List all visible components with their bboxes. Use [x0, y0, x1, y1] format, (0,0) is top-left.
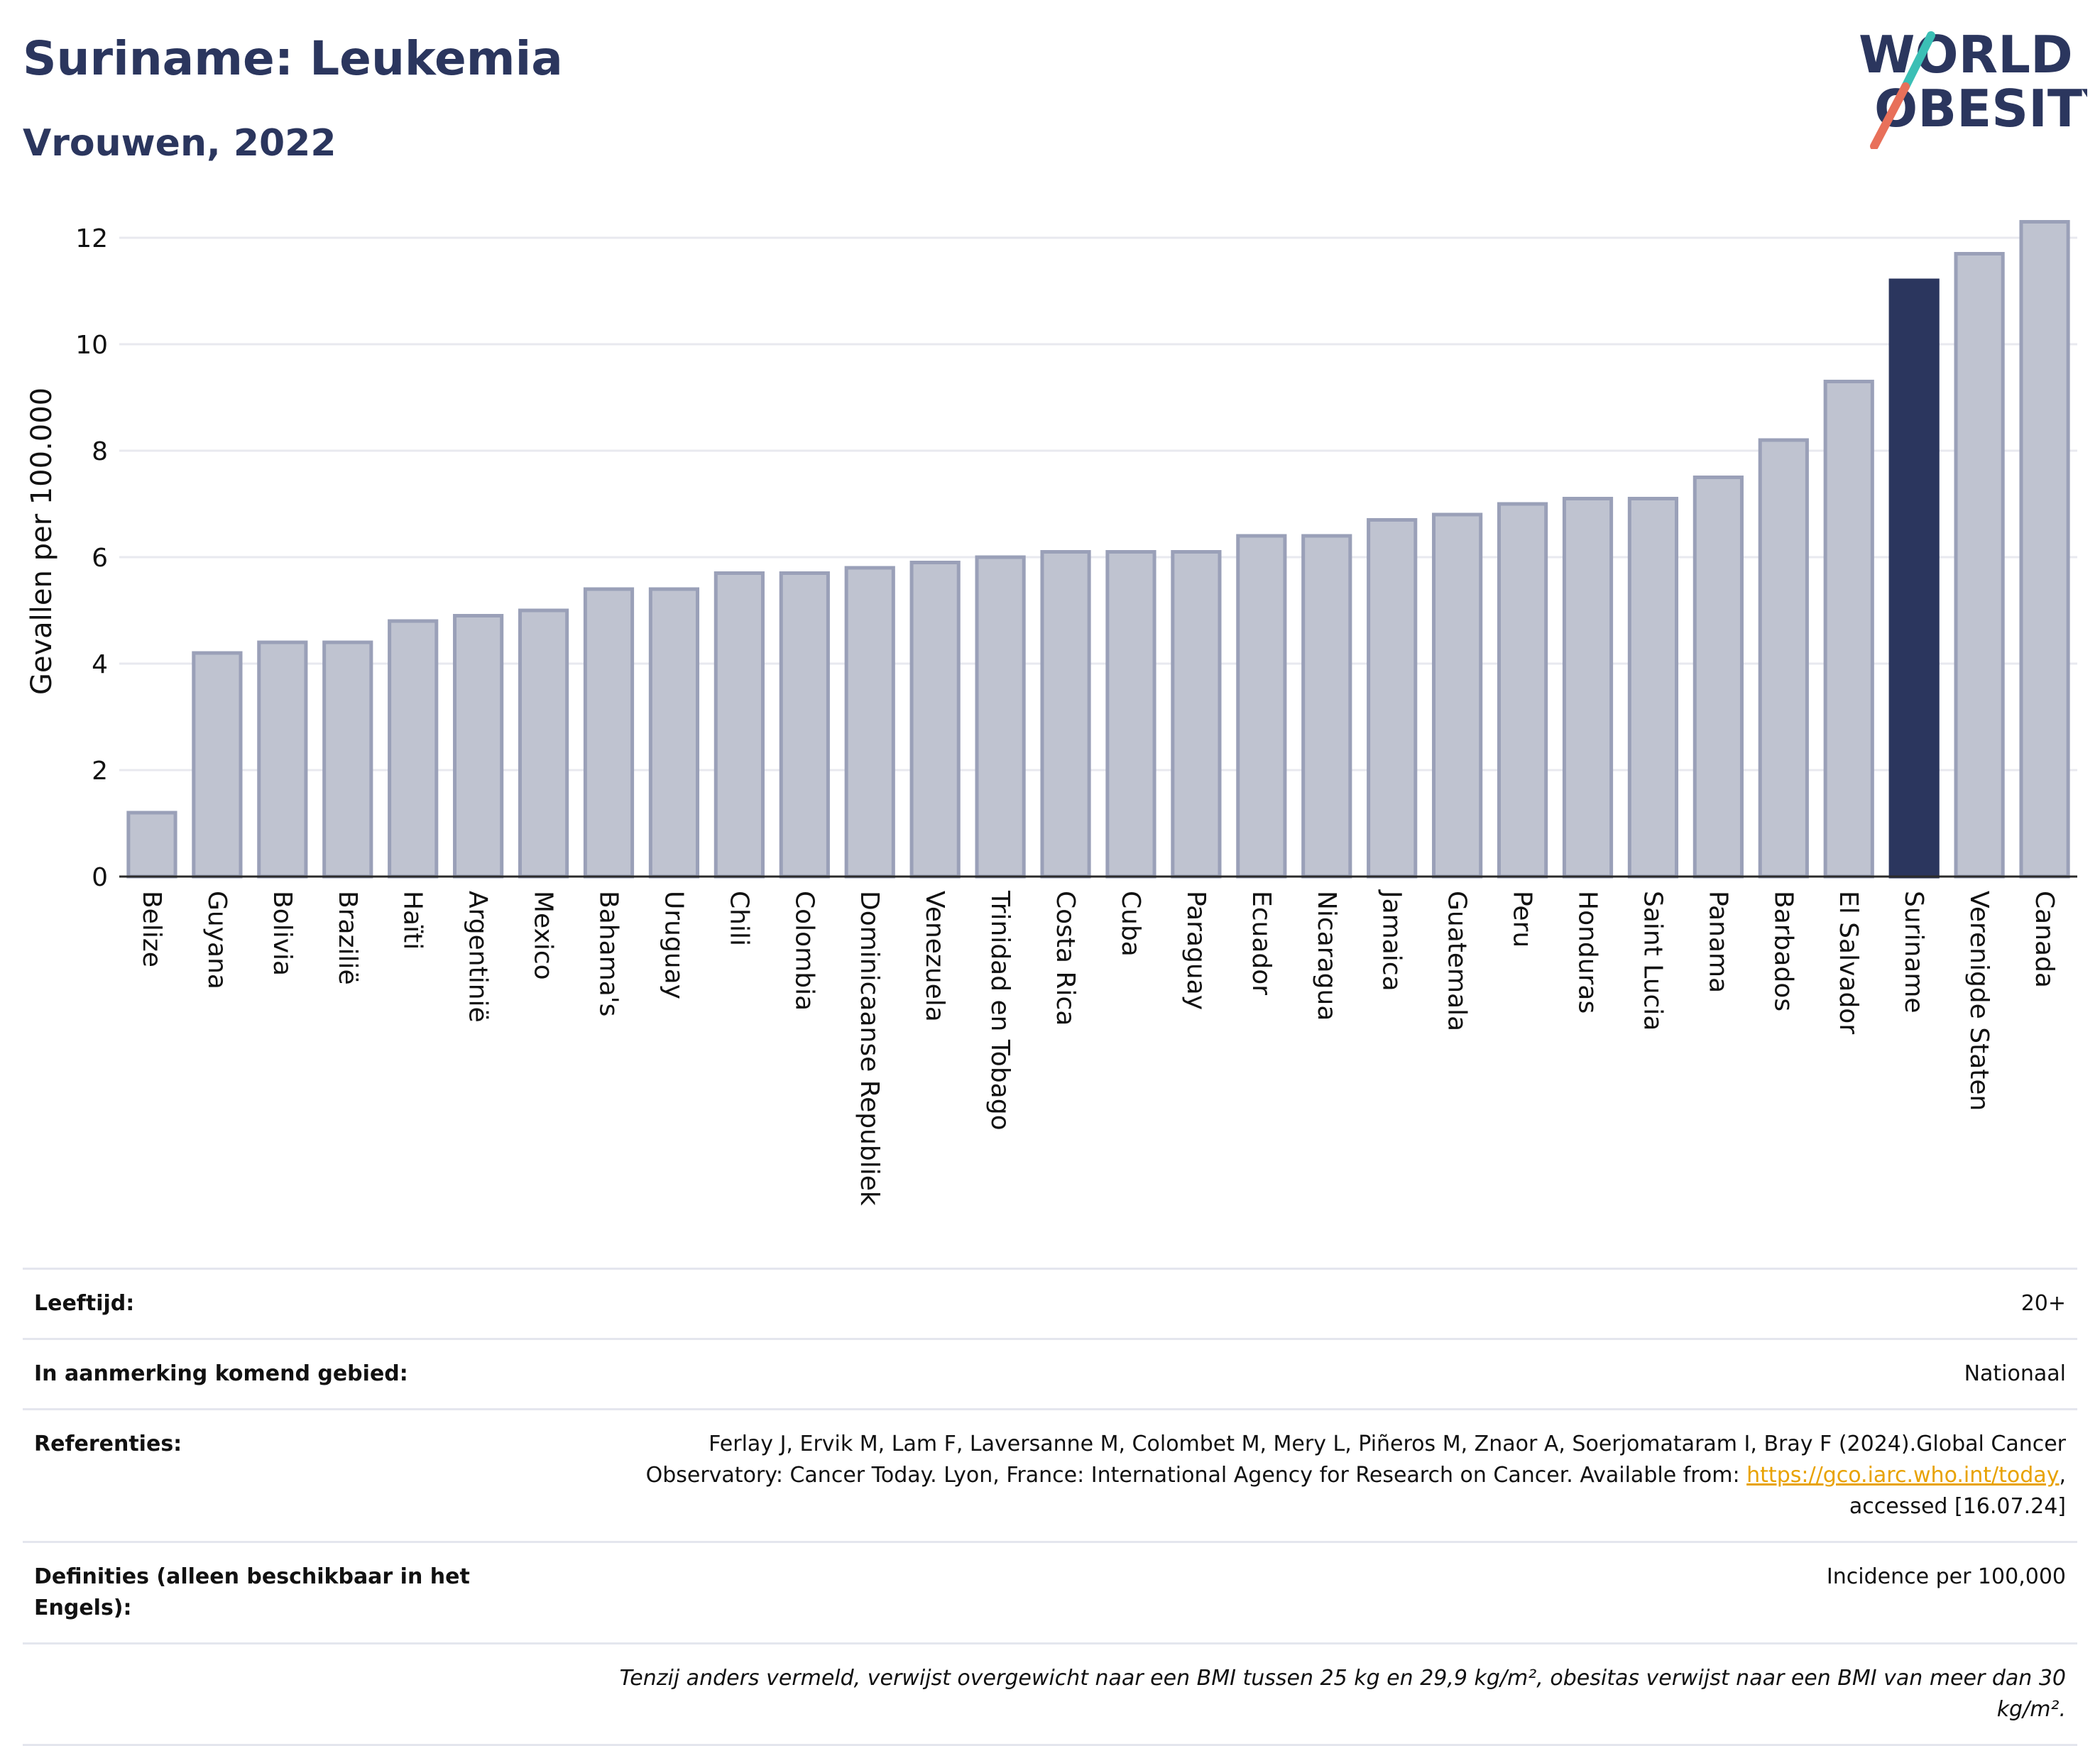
logo-slash-coral	[1870, 82, 1910, 149]
bar-ha-ti	[388, 619, 439, 879]
bar-barbados	[1758, 438, 1809, 879]
x-tick-label: Uruguay	[659, 891, 688, 999]
logo-slash-teal	[1901, 31, 1935, 91]
y-axis-label: Gevallen per 100.000	[26, 388, 58, 695]
x-tick-label: El Salvador	[1834, 891, 1863, 1034]
bar-chart: 0 2 4 6 8 10 12 Gevallen per 100.000 Belize Guyan…	[26, 220, 2077, 1206]
x-tick-label: Paraguay	[1181, 891, 1210, 1010]
y-tick-label: 2	[92, 757, 108, 786]
bar-bahama-s	[583, 587, 635, 879]
bar-brazili-	[322, 640, 373, 879]
chart-subtitle: Vrouwen, 2022	[23, 122, 337, 165]
bar-peru	[1497, 502, 1548, 879]
bar-paraguay	[1171, 550, 1222, 879]
references-accessed: , accessed [16.07.24]	[1849, 1463, 2066, 1519]
bar-el-salvador	[1823, 380, 1874, 879]
bar-ecuador	[1236, 534, 1287, 879]
y-tick-label: 8	[92, 437, 108, 466]
bar-cuba	[1105, 550, 1156, 879]
references-value: Ferlay J, Ervik M, Lam F, Laversanne M, …	[575, 1429, 2066, 1522]
bar-panama	[1692, 476, 1744, 879]
x-tick-label: Costa Rica	[1051, 891, 1080, 1026]
area-value: Nationaal	[1964, 1361, 2066, 1386]
y-tick-label: 0	[92, 863, 108, 892]
info-table: Leeftijd: 20+ In aanmerking komend gebie…	[23, 1268, 2077, 1746]
x-tick-label: Brazilië	[333, 891, 362, 985]
references-text: Ferlay J, Ervik M, Lam F, Laversanne M, …	[645, 1432, 2066, 1488]
bar-chili	[713, 571, 765, 879]
bar-guyana	[192, 651, 243, 879]
chart-title: Suriname: Leukemia	[23, 31, 563, 86]
x-tick-label: Bolivia	[268, 891, 297, 976]
y-tick-label: 4	[92, 650, 108, 679]
x-tick-label: Panama	[1703, 891, 1732, 993]
info-row-area: In aanmerking komend gebied: Nationaal	[23, 1338, 2077, 1408]
x-tick-label: Bahama's	[594, 891, 623, 1016]
x-tick-label: Haïti	[398, 891, 427, 950]
x-tick-label: Barbados	[1768, 891, 1798, 1011]
bar-costa-rica	[1040, 550, 1091, 879]
x-tick-label: Argentinië	[464, 891, 493, 1023]
references-label: Referenties:	[34, 1432, 182, 1456]
y-tick-label: 10	[75, 331, 108, 360]
area-label: In aanmerking komend gebied:	[34, 1361, 408, 1386]
logo-text-obesity: OBESITY	[1874, 79, 2087, 138]
logo-text-world: WORLD	[1859, 25, 2073, 84]
bar-belize	[126, 811, 177, 879]
bar-mexico	[518, 608, 569, 879]
age-label: Leeftijd:	[34, 1291, 135, 1316]
bar-suriname	[1888, 278, 1940, 879]
x-tick-label: Ecuador	[1247, 891, 1276, 995]
bar-uruguay	[648, 587, 700, 879]
info-row-definitions: Definities (alleen beschikbaar in het En…	[23, 1541, 2077, 1642]
x-tick-label: Peru	[1508, 891, 1537, 948]
x-tick-label: Suriname	[1899, 891, 1928, 1014]
bar-trinidad-en-tobago	[975, 555, 1026, 879]
x-tick-label: Nicaragua	[1312, 891, 1341, 1021]
x-tick-label: Guatemala	[1443, 891, 1472, 1031]
bar-saint-lucia	[1627, 497, 1679, 879]
definitions-value: Incidence per 100,000	[1826, 1564, 2066, 1589]
x-tick-label: Colombia	[789, 891, 819, 1011]
bar-nicaragua	[1301, 534, 1352, 879]
x-tick-label: Venezuela	[920, 891, 949, 1022]
bar-guatemala	[1432, 512, 1483, 879]
info-row-note: Tenzij anders vermeld, verwijst overgewi…	[23, 1642, 2077, 1746]
x-tick-label: Dominicaanse Republiek	[855, 891, 884, 1206]
bar-venezuela	[909, 561, 961, 879]
x-tick-label: Mexico	[529, 891, 558, 980]
references-link[interactable]: https://gco.iarc.who.int/today	[1746, 1463, 2060, 1488]
bar-dominicaanse-republiek	[844, 566, 895, 879]
world-obesity-logo: WORLD OBESITY	[1859, 25, 2087, 149]
definitions-label: Definities (alleen beschikbaar in het En…	[34, 1564, 470, 1620]
bar-bolivia	[257, 640, 308, 879]
bar-verenigde-staten	[1954, 252, 2005, 879]
info-row-age: Leeftijd: 20+	[23, 1268, 2077, 1338]
x-tick-label: Chili	[724, 891, 753, 946]
bar-argentini-	[453, 614, 504, 879]
x-tick-label: Belize	[137, 891, 166, 967]
x-tick-label: Cuba	[1116, 891, 1145, 957]
x-tick-label: Jamaica	[1377, 889, 1406, 992]
y-tick-label: 6	[92, 544, 108, 573]
bar-colombia	[779, 571, 830, 879]
bar-honduras	[1562, 497, 1614, 879]
age-value: 20+	[2020, 1291, 2066, 1316]
bar-jamaica	[1367, 518, 1418, 879]
x-tick-label: Verenigde Staten	[1964, 891, 1994, 1111]
x-tick-label: Honduras	[1573, 891, 1602, 1014]
y-tick-label: 12	[75, 224, 108, 253]
footnote: Tenzij anders vermeld, verwijst overgewi…	[619, 1666, 2066, 1722]
x-tick-label: Guyana	[202, 891, 231, 989]
info-row-references: Referenties: Ferlay J, Ervik M, Lam F, L…	[23, 1408, 2077, 1541]
bar-canada	[2019, 220, 2070, 879]
x-tick-label: Saint Lucia	[1638, 891, 1667, 1031]
x-tick-label: Canada	[2030, 891, 2059, 988]
x-tick-label: Trinidad en Tobago	[985, 890, 1015, 1131]
